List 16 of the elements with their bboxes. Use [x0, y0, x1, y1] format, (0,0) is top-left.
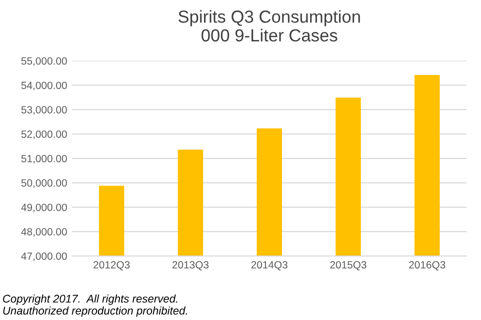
y-tick-label: 54,000.00 — [21, 82, 67, 90]
x-tick-label: 2012Q3 — [94, 261, 130, 270]
x-tick-label: 2016Q3 — [409, 261, 446, 270]
y-tick-label: 51,000.00 — [21, 154, 67, 164]
text: Copyright 2017. All rights reserved. Unauthorized reproduction prohibited. — [3, 294, 187, 317]
chart-title: Spirits Q3 Consumption 000 9-Liter Cases — [178, 10, 360, 42]
y-tick-label: 55,000.00 — [21, 57, 67, 66]
x-tick-label: 2015Q3 — [330, 261, 366, 270]
y-tick-label: 50,000.00 — [21, 179, 67, 188]
x-tick-label: 2014Q3 — [251, 261, 288, 270]
y-tick-label: 47,000.00 — [21, 252, 67, 262]
y-tick-label: 53,000.00 — [21, 106, 67, 115]
y-tick-label: 49,000.00 — [21, 204, 67, 212]
y-tick-label: 48,000.00 — [21, 228, 67, 237]
y-tick-label: 52,000.00 — [21, 130, 67, 140]
x-tick-label: 2013Q3 — [172, 261, 209, 270]
